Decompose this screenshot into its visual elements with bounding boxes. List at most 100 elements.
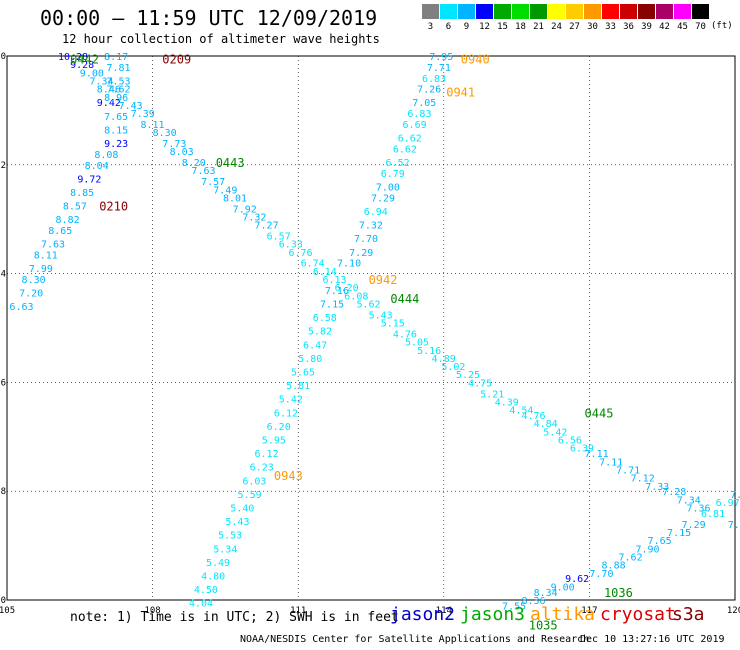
scale-swatch bbox=[512, 4, 529, 19]
pass-time-label: 0443 bbox=[216, 156, 245, 170]
wave-height-value: 5.59 bbox=[238, 490, 262, 501]
wave-height-value: 6.83 bbox=[422, 74, 446, 85]
wave-height-value: 5.81 bbox=[286, 381, 310, 392]
wave-height-value: 4.84 bbox=[534, 419, 558, 430]
lat-tick-label: -60 bbox=[0, 596, 6, 606]
wave-height-value: 4.75 bbox=[468, 378, 492, 389]
wave-height-value: 7.10 bbox=[337, 259, 361, 270]
wave-height-value: 7.71 bbox=[616, 465, 640, 476]
scale-label: 36 bbox=[623, 22, 634, 32]
wave-height-value: 7.26 bbox=[417, 85, 441, 96]
lon-tick-label: 105 bbox=[0, 606, 15, 616]
wave-height-value: 8.96 bbox=[104, 93, 128, 104]
wave-height-value: 9.23 bbox=[104, 139, 128, 150]
scale-swatch bbox=[548, 4, 565, 19]
wave-height-value: 8.36 bbox=[521, 596, 545, 607]
lat-tick-label: -58 bbox=[0, 487, 6, 497]
wave-height-value: 7.39 bbox=[131, 109, 155, 120]
wave-height-value: 7.62 bbox=[619, 552, 643, 563]
wave-height-value: 7.29 bbox=[682, 520, 706, 531]
wave-height-value: 7.05 bbox=[412, 98, 436, 109]
wave-height-value: 7.32 bbox=[359, 221, 383, 232]
wave-height-value: 8.20 bbox=[182, 158, 206, 169]
scale-swatch bbox=[440, 4, 457, 19]
wave-height-value: 4.76 bbox=[521, 411, 545, 422]
scale-swatch bbox=[494, 4, 511, 19]
scale-label: 30 bbox=[587, 22, 598, 32]
wave-height-value: 4.89 bbox=[432, 354, 456, 365]
wave-height-value: 7.70 bbox=[354, 234, 378, 245]
wave-height-value: 6.14 bbox=[313, 267, 337, 278]
scale-label: 70 bbox=[695, 22, 706, 32]
wave-height-value: 9.00 bbox=[80, 68, 104, 79]
wave-height-value: 6.97 bbox=[716, 498, 740, 509]
wave-height-value: 5.16 bbox=[417, 346, 441, 357]
wave-height-value: 7.15 bbox=[320, 300, 344, 311]
wave-height-value: 6.23 bbox=[250, 463, 274, 474]
wave-height-value: 6.20 bbox=[267, 422, 291, 433]
pass-time-label: 0442 bbox=[70, 53, 99, 67]
wave-height-value: 7.49 bbox=[213, 185, 237, 196]
wave-height-value: 5.05 bbox=[405, 338, 429, 349]
lat-tick-label: -54 bbox=[0, 270, 6, 280]
lon-tick-label: 117 bbox=[581, 606, 597, 616]
wave-height-value: 9.28 bbox=[70, 60, 94, 71]
wave-height-value: 7.53 bbox=[106, 76, 130, 87]
wave-height-value: 7.63 bbox=[191, 166, 215, 177]
scale-swatch bbox=[530, 4, 547, 19]
pass-time-label: 0209 bbox=[162, 53, 191, 67]
wave-height-value: 6.69 bbox=[403, 120, 427, 131]
wave-height-value: 5.25 bbox=[456, 370, 480, 381]
wave-height-value: 8.65 bbox=[48, 226, 72, 237]
scale-swatch bbox=[656, 4, 673, 19]
pass-time-label: 0942 bbox=[369, 273, 398, 287]
wave-height-value: 7.15 bbox=[667, 528, 691, 539]
lat-tick-label: -50 bbox=[0, 52, 6, 62]
wave-height-value: 6.12 bbox=[274, 408, 298, 419]
pass-time-label: 0445 bbox=[585, 406, 614, 420]
wave-height-value: 6.62 bbox=[393, 144, 417, 155]
wave-height-value: 7.92 bbox=[233, 204, 257, 215]
wave-height-value: 7.65 bbox=[104, 112, 128, 123]
scale-label: 39 bbox=[641, 22, 652, 32]
pass-time-label: 0940 bbox=[461, 53, 490, 67]
wave-height-value: 7.32 bbox=[242, 212, 266, 223]
lon-tick-label: 114 bbox=[436, 606, 452, 616]
wave-height-value: 6.33 bbox=[279, 240, 303, 251]
wave-height-value: 4.80 bbox=[201, 572, 225, 583]
wave-height-value: 7.28 bbox=[662, 487, 686, 498]
wave-height-value: 8.88 bbox=[602, 561, 626, 572]
wave-height-value: 5.34 bbox=[213, 544, 237, 555]
generated-timestamp: Dec 10 13:27:16 UTC 2019 bbox=[580, 634, 725, 645]
wave-height-value: 6.63 bbox=[9, 302, 33, 313]
scale-swatch bbox=[458, 4, 475, 19]
scale-label: 9 bbox=[463, 22, 470, 32]
wave-height-value: 8.46 bbox=[97, 85, 121, 96]
wave-height-value: 4.76 bbox=[393, 329, 417, 340]
scale-label: 45 bbox=[677, 22, 688, 32]
wave-height-value: 5.62 bbox=[356, 300, 380, 311]
wave-height-value: 6.94 bbox=[364, 207, 388, 218]
satellite-label-jason3: jason3 bbox=[460, 604, 526, 625]
wave-height-value: 7.90 bbox=[636, 544, 660, 555]
wave-height-value: 7.27 bbox=[255, 221, 279, 232]
wave-height-value: 7.16 bbox=[325, 286, 349, 297]
wave-height-value: 6.74 bbox=[301, 259, 325, 270]
scale-swatch bbox=[476, 4, 493, 19]
wave-height-value: 5.49 bbox=[206, 558, 230, 569]
wave-height-value: 7.43 bbox=[119, 101, 143, 112]
wave-height-value: 5.42 bbox=[543, 427, 567, 438]
wave-height-value: 4.50 bbox=[194, 585, 218, 596]
pass-time-label: 0210 bbox=[99, 200, 128, 214]
wave-height-value: 8.03 bbox=[170, 147, 194, 158]
wave-height-value: 5.65 bbox=[291, 368, 315, 379]
wave-height-value: 8.57 bbox=[63, 202, 87, 213]
satellite-label-jason2: jason2 bbox=[390, 604, 456, 625]
wave-height-value: 5.43 bbox=[225, 517, 249, 528]
scale-swatch bbox=[584, 4, 601, 19]
wave-height-value: 5.21 bbox=[480, 389, 504, 400]
wave-height-value: 8.11 bbox=[140, 120, 164, 131]
wave-height-value: 8.85 bbox=[70, 188, 94, 199]
pass-time-label: 1036 bbox=[604, 586, 633, 600]
wave-height-value: 9.00 bbox=[551, 582, 575, 593]
